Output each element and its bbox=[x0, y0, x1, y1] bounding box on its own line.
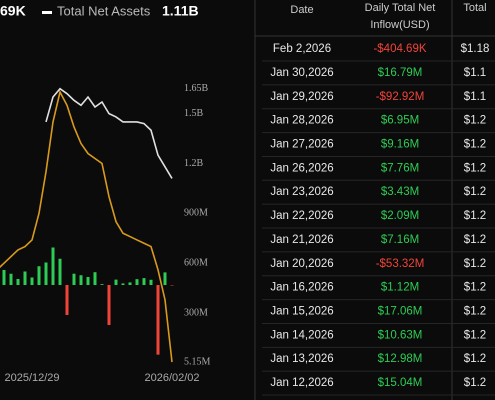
bar bbox=[16, 278, 20, 285]
table-cell: Jan 22,2026 bbox=[270, 210, 333, 222]
table-cell: Jan 21,2026 bbox=[270, 234, 333, 246]
table-cell: $2.09M bbox=[381, 210, 419, 222]
bar bbox=[65, 284, 69, 315]
y-tick-label: 600M bbox=[184, 257, 208, 268]
bar bbox=[170, 284, 174, 286]
bar bbox=[44, 262, 48, 285]
bar bbox=[149, 279, 153, 285]
y-tick-label: 1.5B bbox=[184, 108, 204, 119]
bar bbox=[23, 271, 27, 285]
table: Date Daily Total Net Inflow(USD) Total Feb 2… bbox=[255, 0, 495, 400]
y-tick-label: 5.15M bbox=[184, 356, 211, 367]
bar bbox=[58, 258, 62, 285]
table-cell: -$404.69K bbox=[373, 43, 426, 55]
table-cell: $1.2 bbox=[464, 329, 486, 341]
table-cell: $3.43M bbox=[381, 186, 419, 198]
table-cell: $1.2 bbox=[464, 210, 486, 222]
header-total: 1.11B bbox=[162, 3, 199, 19]
y-tick-label: 900M bbox=[184, 208, 208, 219]
bar bbox=[2, 269, 6, 285]
table-cell: $1.2 bbox=[464, 258, 486, 270]
bar bbox=[107, 284, 111, 325]
table-cell: $1.2 bbox=[464, 138, 486, 150]
table-cell: Jan 29,2026 bbox=[270, 91, 333, 103]
bar bbox=[114, 279, 118, 285]
table-cell: Jan 26,2026 bbox=[270, 162, 333, 174]
bar bbox=[79, 275, 83, 285]
table-cell: $15.04M bbox=[378, 377, 423, 389]
bar bbox=[142, 278, 146, 285]
table-cell: $1.2 bbox=[464, 186, 486, 198]
table-cell: $1.2 bbox=[464, 282, 486, 294]
bar bbox=[72, 273, 76, 285]
y-tick-label: 1.2B bbox=[184, 158, 204, 169]
table-cell: -$92.92M bbox=[376, 91, 425, 103]
y-tick-label: 300M bbox=[184, 307, 208, 318]
line bbox=[45, 87, 173, 179]
table-cell: $1.12M bbox=[381, 282, 419, 294]
table-cell: -$53.32M bbox=[376, 258, 425, 270]
chart: 1.65B 1.5B 1.2B 900M 600M 300M 5.15M 2025/12/29… bbox=[0, 83, 211, 384]
table-cell: $1.2 bbox=[464, 353, 486, 365]
line bbox=[0, 89, 173, 363]
bar bbox=[51, 247, 55, 285]
bar bbox=[128, 282, 132, 285]
table-cell: $10.63M bbox=[378, 329, 423, 341]
table-cell: $7.76M bbox=[381, 162, 419, 174]
x-tick-label: 2026/02/02 bbox=[144, 372, 199, 384]
table-cell: $1.2 bbox=[464, 162, 486, 174]
bar bbox=[9, 273, 13, 285]
column-header-line: Inflow(USD) bbox=[370, 19, 429, 31]
table-cell: $7.16M bbox=[381, 234, 419, 246]
legend-dash bbox=[42, 11, 52, 14]
table-cell: $1.1 bbox=[464, 91, 486, 103]
table-cell: $17.06M bbox=[378, 305, 423, 317]
column-header: Date bbox=[290, 4, 313, 16]
table-cell: Jan 16,2026 bbox=[270, 282, 333, 294]
y-tick-label: 1.65B bbox=[184, 83, 209, 94]
table-cell: $1.1 bbox=[464, 67, 486, 79]
bar bbox=[121, 283, 125, 285]
table-cell: Feb 2,2026 bbox=[273, 43, 331, 55]
table-cell: $1.2 bbox=[464, 234, 486, 246]
table-cell: Jan 27,2026 bbox=[270, 138, 333, 150]
header-value: 69K bbox=[0, 3, 26, 19]
table-cell: Jan 20,2026 bbox=[270, 258, 333, 270]
table-cell: Jan 28,2026 bbox=[270, 115, 333, 127]
header-label: Total Net Assets bbox=[57, 3, 151, 18]
table-cell: $1.2 bbox=[464, 305, 486, 317]
bar bbox=[86, 277, 90, 285]
table-cell: Jan 12,2026 bbox=[270, 377, 333, 389]
table-cell: Jan 15,2026 bbox=[270, 305, 333, 317]
bar bbox=[135, 279, 139, 285]
bar bbox=[100, 284, 104, 285]
column-header: Total bbox=[463, 2, 486, 14]
column-header: Daily Total Net Inflow(USD) bbox=[365, 2, 436, 31]
table-cell: $9.16M bbox=[381, 138, 419, 150]
table-cell: $12.98M bbox=[378, 353, 423, 365]
bar bbox=[37, 266, 41, 285]
bar bbox=[30, 277, 34, 285]
table-cell: $1.2 bbox=[464, 377, 486, 389]
table-cell: $1.18 bbox=[461, 43, 490, 55]
table-cell: $1.2 bbox=[464, 115, 486, 127]
x-tick-label: 2025/12/29 bbox=[4, 372, 59, 384]
table-cell: Jan 13,2026 bbox=[270, 353, 333, 365]
bar bbox=[93, 272, 97, 285]
table-cell: Jan 23,2026 bbox=[270, 186, 333, 198]
column-header-line: Daily Total Net bbox=[365, 2, 436, 14]
table-cell: $6.95M bbox=[381, 115, 419, 127]
table-cell: Jan 30,2026 bbox=[270, 67, 333, 79]
table-cell: $16.79M bbox=[378, 67, 423, 79]
table-cell: Jan 14,2026 bbox=[270, 329, 333, 341]
bar bbox=[163, 272, 167, 285]
bar bbox=[156, 284, 160, 355]
